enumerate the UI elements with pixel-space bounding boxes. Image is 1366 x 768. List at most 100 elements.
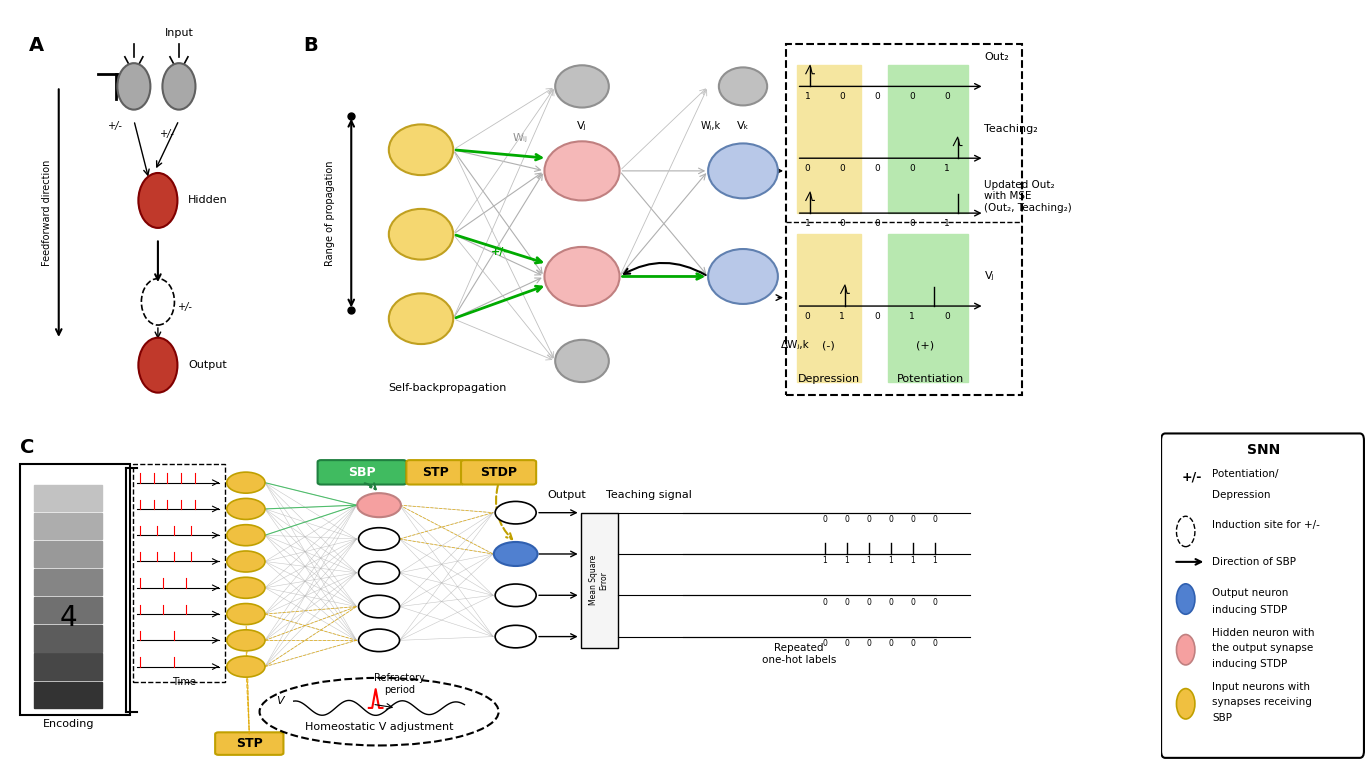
Text: inducing STDP: inducing STDP [1212,604,1288,614]
Circle shape [358,629,400,651]
Text: 0: 0 [888,515,893,524]
Text: 0: 0 [933,515,937,524]
Text: 0: 0 [944,312,949,321]
Bar [34,598,102,624]
Text: 1: 1 [888,556,893,565]
Bar [34,625,102,651]
Text: Teaching₂: Teaching₂ [985,124,1038,134]
Text: 0: 0 [822,515,828,524]
Circle shape [494,502,535,524]
Text: Vⱼ: Vⱼ [578,121,587,131]
FancyBboxPatch shape [1161,433,1363,758]
Text: Output neuron: Output neuron [1212,588,1288,598]
FancyBboxPatch shape [216,733,284,755]
Text: Vⱼ: Vⱼ [985,271,994,282]
Text: Input: Input [164,28,194,38]
Text: Encoding: Encoding [42,719,94,729]
Text: 0: 0 [805,312,810,321]
Text: 0: 0 [910,219,915,228]
Text: Input neurons with: Input neurons with [1212,682,1310,692]
Text: Out₂: Out₂ [985,51,1009,62]
Text: +/-: +/- [490,247,508,257]
Text: Induction site for +/-: Induction site for +/- [1212,520,1320,530]
Circle shape [555,339,609,382]
Text: 1: 1 [944,219,949,228]
Text: Hidden: Hidden [189,195,228,206]
Text: C: C [20,438,36,457]
Bar [34,569,102,595]
Text: 0: 0 [888,598,893,607]
Text: Self-backpropagation: Self-backpropagation [389,382,507,392]
Circle shape [358,493,402,517]
Text: 1: 1 [822,556,828,565]
Circle shape [708,249,777,304]
Text: 0: 0 [866,515,872,524]
Circle shape [227,472,265,493]
Bar [34,485,102,511]
Text: 0: 0 [822,598,828,607]
Text: Time: Time [172,677,197,687]
Text: 0: 0 [910,164,915,173]
Circle shape [545,247,620,306]
Text: 0: 0 [874,92,880,101]
Text: +/-: +/- [178,303,193,313]
Text: 1: 1 [805,92,810,101]
Circle shape [138,173,178,228]
Text: 0: 0 [910,92,915,101]
Circle shape [555,65,609,108]
Bar [888,65,968,213]
Text: +/-: +/- [160,129,175,139]
Text: 0: 0 [822,639,828,648]
Text: 0: 0 [844,598,850,607]
Circle shape [358,561,400,584]
Text: Vᵢ: Vᵢ [395,229,404,240]
Text: the output synapse: the output synapse [1212,644,1314,654]
Text: 1: 1 [944,164,949,173]
Text: (+): (+) [917,340,934,350]
Text: Wⱼ,k: Wⱼ,k [701,121,721,131]
Text: Repeated
one-hot labels: Repeated one-hot labels [762,644,836,665]
Circle shape [494,543,535,565]
Bar [796,65,861,213]
Circle shape [1176,584,1195,614]
Text: 0: 0 [933,598,937,607]
Bar [888,234,968,382]
Circle shape [719,68,768,105]
Text: B: B [303,35,318,55]
Text: synapses receiving: synapses receiving [1212,697,1313,707]
Text: 0: 0 [866,639,872,648]
Text: Depression: Depression [798,374,861,384]
Text: inducing STDP: inducing STDP [1212,659,1288,669]
Text: 0: 0 [874,312,880,321]
Text: V: V [276,696,284,706]
Text: (-): (-) [822,340,835,350]
Text: STP: STP [422,466,449,479]
Circle shape [1176,689,1195,719]
Text: SNN: SNN [1247,442,1280,457]
Circle shape [358,528,400,550]
Text: 0: 0 [910,639,915,648]
Text: 0: 0 [933,639,937,648]
Circle shape [389,124,454,175]
Text: Direction of SBP: Direction of SBP [1212,557,1296,567]
Text: Vₖ: Vₖ [736,121,749,131]
Text: 0: 0 [874,164,880,173]
Text: Range of propagation: Range of propagation [325,161,335,266]
Text: 0: 0 [874,219,880,228]
Text: 0: 0 [888,639,893,648]
Text: 0: 0 [840,164,846,173]
Text: Output: Output [189,360,227,370]
Text: 1: 1 [910,556,915,565]
Circle shape [708,144,777,198]
FancyBboxPatch shape [20,464,130,716]
Circle shape [227,525,265,546]
Bar [796,234,861,382]
FancyBboxPatch shape [460,460,535,485]
Text: Output: Output [548,490,586,500]
Text: 0: 0 [910,515,915,524]
Text: 0: 0 [840,92,846,101]
FancyBboxPatch shape [318,460,407,485]
Text: SBP: SBP [1212,713,1232,723]
Circle shape [227,498,265,519]
Text: Feedforward direction: Feedforward direction [42,160,52,266]
